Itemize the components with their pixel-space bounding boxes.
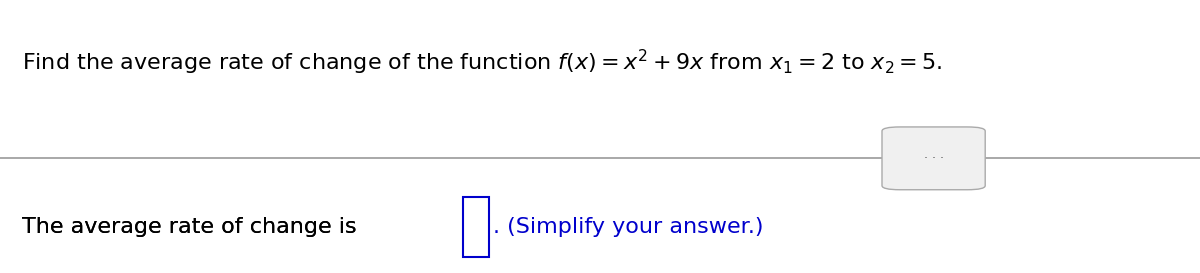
Text: The average rate of change is: The average rate of change is [22, 216, 364, 237]
Text: The average rate of change is: The average rate of change is [22, 216, 364, 237]
Text: · · ·: · · · [924, 152, 943, 165]
FancyBboxPatch shape [462, 197, 488, 257]
Text: Find the average rate of change of the function $f(x) = x^2 + 9x$ from $x_1 = 2$: Find the average rate of change of the f… [22, 48, 942, 77]
FancyBboxPatch shape [882, 127, 985, 190]
Text: . (Simplify your answer.): . (Simplify your answer.) [492, 216, 763, 237]
